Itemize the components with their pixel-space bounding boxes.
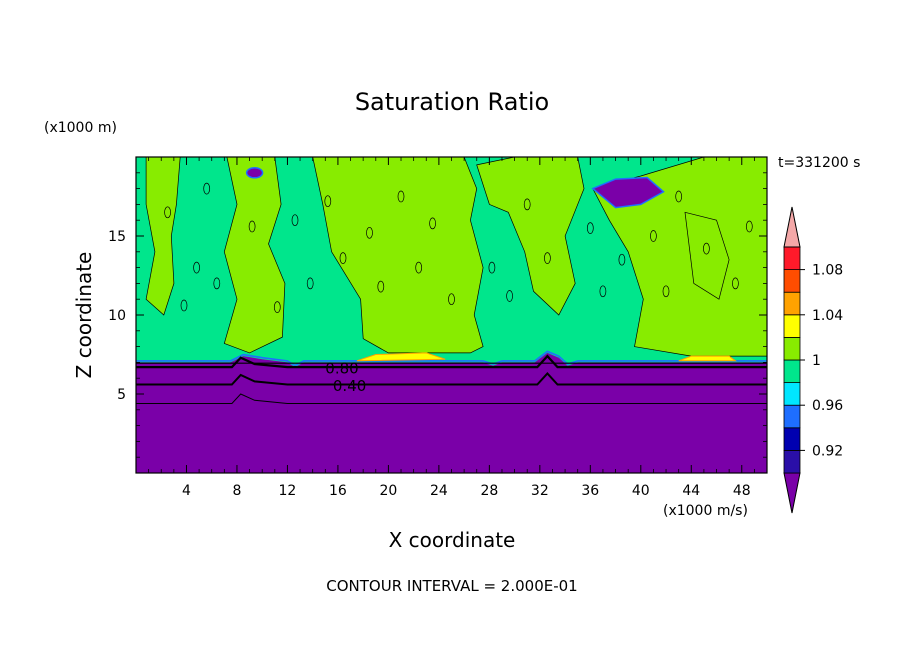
colorbar-band xyxy=(783,427,801,451)
colorbar-band xyxy=(783,291,801,316)
x-tick-label: 24 xyxy=(430,483,448,499)
x-tick-label: 20 xyxy=(379,483,397,499)
supersaturated-plume-3 xyxy=(312,157,484,354)
x-axis-label: X coordinate xyxy=(388,528,516,552)
colorbar-under-arrow xyxy=(783,472,801,514)
contour-label-2: 0.40 xyxy=(333,377,366,395)
x-tick-label: 32 xyxy=(531,483,549,499)
contour-label-1: 0.80 xyxy=(325,360,358,378)
supersaturated-plume-2 xyxy=(223,157,286,354)
colorbar-band xyxy=(783,404,801,429)
colorbar-over-arrow xyxy=(783,206,801,248)
x-tick-label: 28 xyxy=(480,483,498,499)
supersaturated-patch-2 xyxy=(678,355,737,362)
colorbar-band xyxy=(783,336,801,361)
colorbar-band xyxy=(783,449,801,474)
colorbar-tick-label: 1.08 xyxy=(812,263,843,279)
x-tick-label: 36 xyxy=(581,483,599,499)
x-tick-label: 40 xyxy=(632,483,650,499)
colorbar-band xyxy=(783,314,801,338)
supersaturated-plume-1 xyxy=(145,157,181,316)
contour-line-2 xyxy=(136,372,767,386)
chart-title: Saturation Ratio xyxy=(354,88,550,116)
colorbar-tick-label: 0.92 xyxy=(812,443,843,459)
colorbar-tick-label: 1.04 xyxy=(812,308,843,324)
colorbar: 0.92 0.96 1 1.04 1.08 xyxy=(783,206,843,514)
colorbar-band xyxy=(783,269,801,293)
colorbar-band xyxy=(783,246,801,271)
contour-line-3 xyxy=(136,393,767,404)
supersaturated-plume-6 xyxy=(684,211,730,300)
supersaturated-patch-1 xyxy=(356,352,446,362)
dry-layer-region xyxy=(136,352,767,473)
contour-interval-note: CONTOUR INTERVAL = 2.000E-01 xyxy=(326,577,578,595)
dry-pocket-2 xyxy=(591,176,665,209)
dry-pocket-1 xyxy=(245,167,264,179)
x-tick-label: 44 xyxy=(682,483,700,499)
x-tick-label: 16 xyxy=(329,483,347,499)
y-axis-unit: (x1000 m) xyxy=(44,120,117,136)
colorbar-band xyxy=(783,359,801,384)
supersaturated-plume-4 xyxy=(476,157,585,316)
x-axis-unit: (x1000 m/s) xyxy=(663,503,748,519)
x-tick-label: 8 xyxy=(232,483,241,499)
colorbar-tick-label: 1 xyxy=(812,353,821,369)
colorbar-band xyxy=(783,382,801,406)
x-tick-label: 12 xyxy=(279,483,297,499)
colorbar-tick-label: 0.96 xyxy=(812,398,843,414)
time-label: t=331200 s xyxy=(778,155,861,171)
x-tick-label: 48 xyxy=(733,483,751,499)
y-tick-label: 5 xyxy=(117,387,126,403)
y-axis-label: Z coordinate xyxy=(72,251,96,379)
y-tick-label: 10 xyxy=(108,308,126,324)
contour-line-1 xyxy=(136,354,767,369)
y-tick-label: 15 xyxy=(108,229,126,245)
x-tick-label: 4 xyxy=(182,483,191,499)
